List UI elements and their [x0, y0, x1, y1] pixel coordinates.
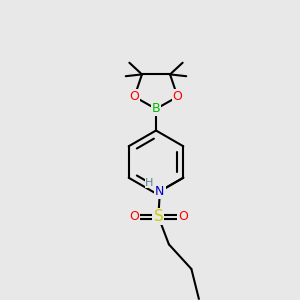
Text: O: O [173, 90, 182, 103]
Text: O: O [129, 210, 139, 223]
Text: B: B [152, 102, 160, 116]
Text: H: H [145, 178, 154, 188]
Text: O: O [130, 90, 139, 103]
Text: O: O [178, 210, 188, 223]
Text: S: S [154, 209, 163, 224]
Text: N: N [155, 185, 165, 198]
